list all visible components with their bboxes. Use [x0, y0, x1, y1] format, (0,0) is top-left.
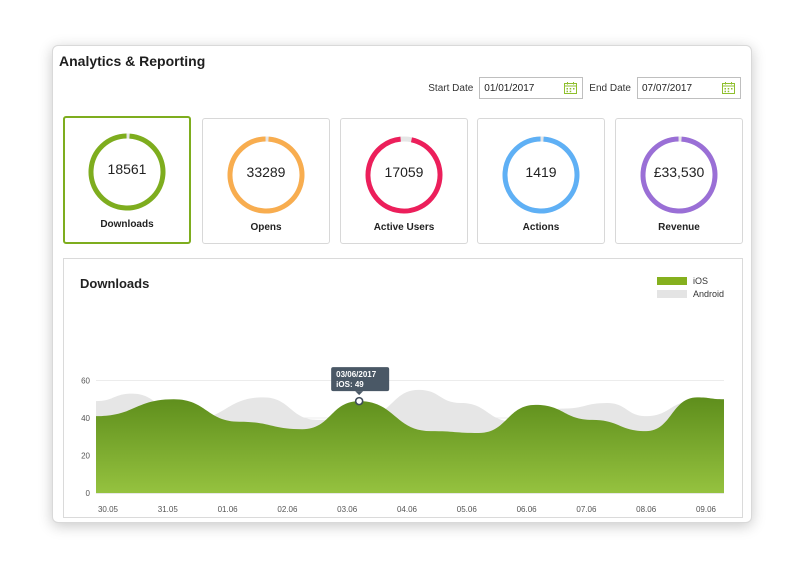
end-date-label: End Date — [589, 82, 631, 94]
card-active-users[interactable]: 17059 Active Users — [340, 118, 468, 244]
card-actions[interactable]: 1419 Actions — [477, 118, 605, 244]
data-point-marker — [354, 396, 364, 406]
end-date-value: 07/07/2017 — [642, 82, 693, 94]
card-value: 18561 — [107, 161, 147, 177]
legend-item-ios[interactable]: iOS — [656, 275, 724, 287]
card-label: Active Users — [373, 222, 435, 233]
x-tick-label: 05.06 — [457, 505, 478, 514]
card-opens[interactable]: 33289 Opens — [202, 118, 330, 244]
x-tick-label: 30.05 — [98, 505, 119, 514]
legend-label-ios: iOS — [692, 276, 708, 286]
calendar-icon[interactable] — [564, 82, 578, 94]
kpi-cards: 18561 Downloads 33289 Opens 17059 Active… — [63, 116, 743, 244]
ring-downloads — [88, 133, 166, 211]
card-value: 17059 — [384, 164, 424, 180]
x-tick-label: 07.06 — [576, 505, 597, 514]
card-label: Revenue — [658, 222, 700, 233]
x-tick-label: 01.06 — [218, 505, 239, 514]
ring-actions — [502, 136, 580, 214]
chart-legend: iOS Android — [656, 275, 724, 301]
card-label: Opens — [250, 222, 282, 233]
downloads-chart: 0 20 40 60 30.05 31.05 01.06 02.06 03.06 04.06 05.… — [63, 258, 743, 518]
start-date-input[interactable]: 01/01/2017 — [479, 77, 584, 99]
x-tick-label: 09.06 — [696, 505, 717, 514]
legend-item-android[interactable]: Android — [656, 288, 724, 300]
y-tick-label: 0 — [86, 489, 91, 498]
card-downloads[interactable]: 18561 Downloads — [63, 116, 191, 244]
x-tick-label: 31.05 — [158, 505, 179, 514]
legend-label-android: Android — [692, 289, 724, 299]
tooltip-value: iOS: 49 — [336, 380, 364, 389]
ring-opens — [227, 136, 305, 214]
x-tick-label: 03.06 — [337, 505, 358, 514]
y-tick-label: 40 — [81, 414, 90, 423]
date-range: Start Date 01/01/2017 End Date 07/07/201… — [428, 76, 741, 100]
end-date-input[interactable]: 07/07/2017 — [637, 77, 741, 99]
card-value: 1419 — [525, 164, 557, 180]
ring-revenue — [640, 136, 718, 214]
x-tick-label: 08.06 — [636, 505, 657, 514]
x-tick-label: 02.06 — [277, 505, 298, 514]
ring-progress — [365, 136, 443, 214]
start-date-label: Start Date — [428, 82, 474, 94]
y-tick-label: 20 — [81, 452, 90, 461]
page-title: Analytics & Reporting — [59, 53, 206, 69]
tooltip-arrow — [355, 391, 364, 396]
card-value: 33289 — [246, 164, 286, 180]
card-label: Actions — [522, 222, 560, 233]
chart-title: Downloads — [80, 276, 150, 291]
card-value: £33,530 — [653, 164, 705, 180]
chart-svg: 0 20 40 60 30.05 31.05 01.06 02.06 03.06 04.06 05.… — [81, 367, 724, 514]
y-tick-label: 60 — [81, 377, 90, 386]
card-label: Downloads — [100, 219, 154, 230]
calendar-icon[interactable] — [722, 82, 735, 94]
start-date-value: 01/01/2017 — [484, 82, 535, 94]
x-tick-label: 04.06 — [397, 505, 418, 514]
tooltip-date: 03/06/2017 — [336, 370, 377, 379]
ring-active-users — [365, 136, 443, 214]
legend-swatch-android — [656, 290, 687, 298]
analytics-panel: Analytics & Reporting Start Date 01/01/2… — [52, 45, 752, 523]
card-revenue[interactable]: £33,530 Revenue — [615, 118, 743, 244]
legend-swatch-ios — [656, 277, 687, 285]
ios-area — [96, 397, 724, 493]
tooltip-box — [331, 367, 390, 392]
x-tick-label: 06.06 — [517, 505, 538, 514]
